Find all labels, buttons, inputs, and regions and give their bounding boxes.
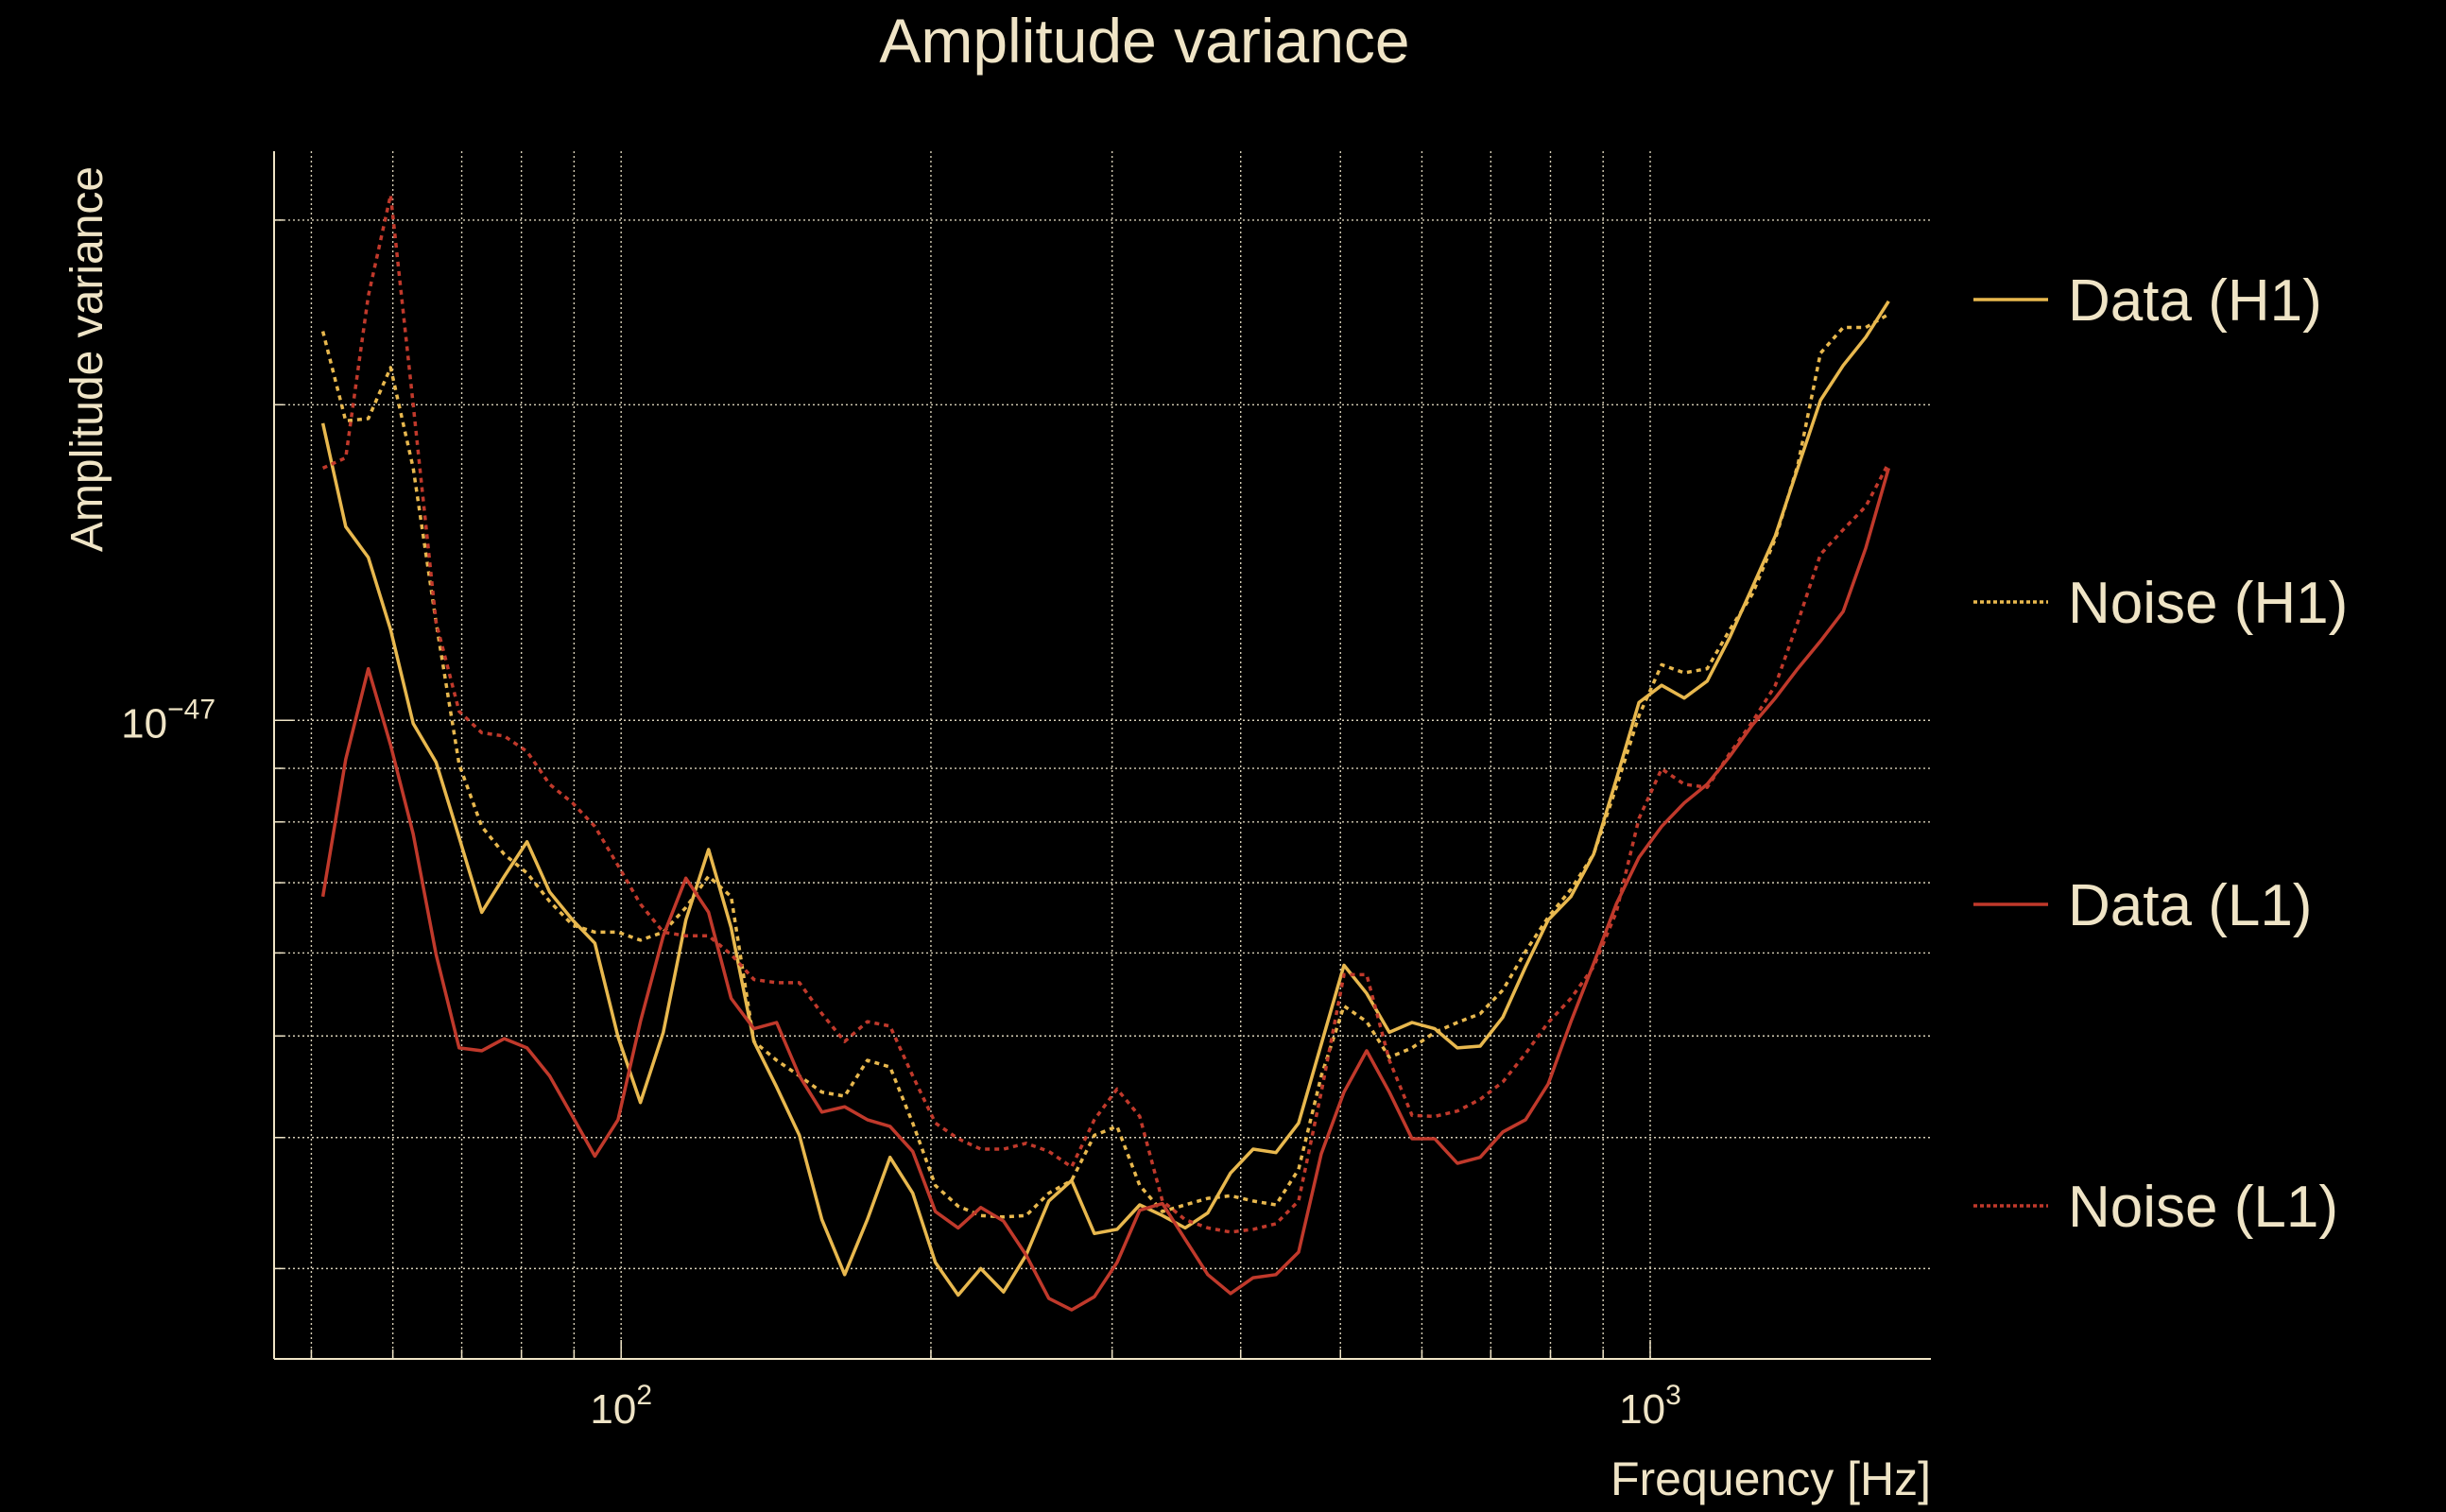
grid (274, 151, 1931, 1359)
tick-labels: 102 103 10−47 (121, 694, 1681, 1433)
series-lines (320, 193, 1890, 1312)
series-line-data-l1 (320, 467, 1890, 1312)
legend-label-data-h1: Data (H1) (2068, 268, 2322, 334)
y-axis-label: Amplitude variance (62, 166, 112, 552)
axes (273, 151, 1931, 1360)
x-tick-label: 103 (1619, 1380, 1681, 1433)
legend-label-noise-l1: Noise (L1) (2068, 1175, 2338, 1240)
series-line-noise-h1 (320, 312, 1890, 1219)
series-line-data-h1 (320, 300, 1890, 1297)
chart-title: Amplitude variance (879, 6, 1409, 76)
legend-label-noise-h1: Noise (H1) (2068, 571, 2348, 636)
x-axis-label: Frequency [Hz] (1611, 1452, 1931, 1505)
series-line-noise-l1 (321, 193, 1890, 1234)
y-tick-label: 10−47 (121, 694, 215, 747)
x-tick-label: 102 (590, 1380, 652, 1433)
legend-label-data-l1: Data (L1) (2068, 873, 2312, 938)
legend: Data (H1) Noise (H1) Data (L1) Noise (L1) (1973, 268, 2348, 1240)
